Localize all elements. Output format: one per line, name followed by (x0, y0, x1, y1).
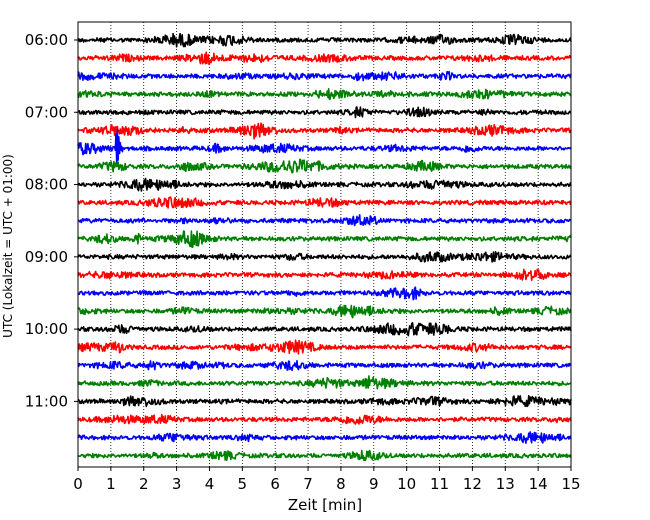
x-tick-label: 12 (463, 475, 482, 493)
x-tick-label: 2 (139, 475, 149, 493)
trace-0700 (77, 106, 572, 119)
trace-0730 (77, 128, 572, 164)
y-tick-label: 10:00 (25, 320, 68, 338)
trace-1145 (77, 449, 572, 462)
trace-0630 (77, 71, 572, 82)
x-tick-label: 11 (430, 475, 449, 493)
y-tick-label: 11:00 (25, 392, 68, 410)
x-tick-label: 6 (270, 475, 280, 493)
x-tick-label: 14 (529, 475, 548, 493)
trace-0915 (77, 268, 572, 281)
trace-0715 (77, 122, 572, 140)
y-axis-label: UTC (Lokalzeit = UTC + 01:00) (1, 154, 15, 338)
trace-0645 (77, 88, 572, 100)
trace-1045 (77, 375, 572, 390)
x-tick-label: 15 (561, 475, 580, 493)
trace-0945 (77, 304, 572, 319)
x-tick-label: 4 (205, 475, 215, 493)
trace-1100 (77, 395, 572, 408)
x-tick-label: 7 (303, 475, 313, 493)
trace-1000 (77, 322, 572, 337)
seismic-traces (77, 32, 572, 462)
x-tick-label: 5 (238, 475, 248, 493)
trace-0745 (77, 158, 572, 174)
y-tick-label: 09:00 (25, 248, 68, 266)
x-tick-label: 10 (397, 475, 416, 493)
y-axis-ticks: 06:00 07:00 08:00 09:00 10:00 11:00 (25, 31, 78, 410)
trace-0830 (77, 214, 572, 227)
x-tick-label: 13 (496, 475, 515, 493)
trace-0800 (77, 177, 572, 192)
trace-0845 (77, 230, 572, 248)
x-tick-label: 1 (106, 475, 116, 493)
x-tick-label: 8 (336, 475, 346, 493)
x-tick-label: 3 (172, 475, 182, 493)
trace-0815 (77, 196, 572, 209)
trace-0900 (77, 251, 572, 263)
plot-frame (77, 21, 572, 468)
y-tick-label: 07:00 (25, 103, 68, 121)
x-tick-label: 0 (73, 475, 83, 493)
trace-0615 (77, 51, 572, 66)
trace-0600 (77, 32, 572, 48)
x-axis-label: Zeit [min] (288, 496, 362, 514)
y-tick-label: 08:00 (25, 176, 68, 194)
trace-1115 (77, 413, 572, 425)
trace-1030 (77, 360, 572, 372)
trace-1015 (77, 339, 572, 355)
trace-0930 (77, 286, 572, 301)
x-axis-ticks: 0 1 2 3 4 5 6 7 8 9 10 11 12 13 14 15 (73, 467, 581, 493)
y-tick-label: 06:00 (25, 31, 68, 49)
x-tick-label: 9 (369, 475, 379, 493)
grid-lines (110, 22, 539, 467)
trace-1130 (77, 431, 572, 444)
